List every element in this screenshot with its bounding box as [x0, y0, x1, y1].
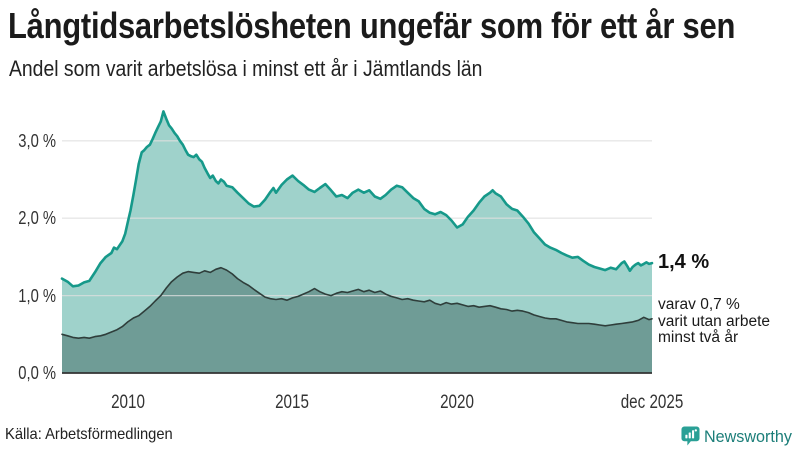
y-tick-label: 1,0 % [18, 285, 56, 306]
gridlines [62, 140, 652, 297]
source-label: Källa: Arbetsförmedlingen [5, 426, 173, 443]
y-tick-label: 3,0 % [18, 130, 56, 151]
line-min-one-year [60, 110, 654, 288]
newsworthy-icon [681, 426, 700, 446]
annotation-note-line-1: varav 0,7 % [658, 296, 740, 313]
x-tick-label: 2010 [110, 392, 145, 413]
x-tick-label: 2015 [275, 392, 310, 413]
brand-name: Newsworthy [704, 426, 792, 446]
annotation-note-line-3: minst två år [658, 329, 739, 346]
page-title: Långtidsarbetslösheten ungefär som för e… [8, 5, 736, 46]
y-tick-label: 2,0 % [18, 208, 56, 229]
x-tick-label: 2020 [440, 392, 474, 413]
x-tick-label: dec 2025 [620, 392, 684, 413]
brand-logo: Newsworthy [681, 426, 797, 447]
annotation-note-line-2: varit utan arbete [658, 312, 771, 330]
line-min-two-years [61, 266, 653, 339]
page-subtitle: Andel som varit arbetslösa i minst ett å… [9, 56, 483, 81]
annotation-note: varav 0,7 % varit utan arbete minst två … [658, 296, 771, 347]
y-tick-label: 0,0 % [18, 363, 56, 383]
area-fill-min-one-year [62, 111, 652, 374]
end-value-label: 1,4 % [658, 251, 710, 273]
area-fill-min-two-years [62, 267, 652, 373]
